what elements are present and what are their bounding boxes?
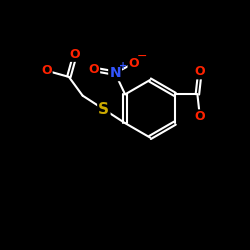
Text: O: O (194, 110, 205, 123)
Text: O: O (128, 57, 139, 70)
Text: O: O (88, 63, 99, 76)
Text: N: N (109, 66, 121, 80)
Text: O: O (70, 48, 80, 61)
Text: S: S (98, 102, 109, 117)
Text: +: + (118, 61, 127, 71)
Text: O: O (194, 66, 205, 78)
Text: −: − (136, 50, 147, 63)
Text: O: O (41, 64, 52, 77)
